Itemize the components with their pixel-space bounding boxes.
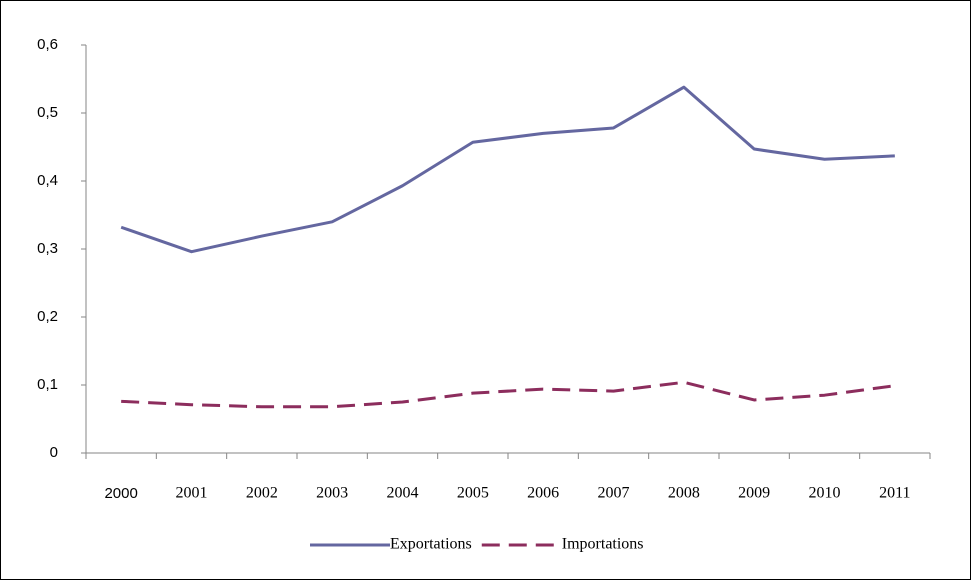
x-tick-label: 2011	[879, 485, 910, 502]
y-tick-label: 0	[50, 444, 58, 461]
x-tick-label: 2010	[809, 485, 841, 502]
x-tick-label: 2002	[246, 485, 278, 502]
y-tick-label: 0,1	[37, 376, 58, 393]
y-tick-label: 0,3	[37, 240, 58, 257]
x-tick-label: 2003	[316, 485, 348, 502]
y-tick-label: 0,5	[37, 104, 58, 121]
data-line	[121, 380, 896, 409]
legend-label: Exportations	[390, 536, 472, 553]
x-tick-label: 2000	[104, 485, 137, 502]
x-tick-label: 2007	[598, 485, 630, 502]
x-tick-label: 2009	[738, 485, 770, 502]
y-tick-label: 0,4	[37, 172, 58, 189]
x-tick-label: 2001	[176, 485, 208, 502]
legend-label: Importations	[562, 536, 644, 553]
x-tick-label: 2004	[387, 485, 419, 502]
x-tick-label: 2005	[457, 485, 489, 502]
x-tick-label: 2008	[668, 485, 700, 502]
data-line	[120, 85, 895, 254]
x-tick-label: 2006	[527, 485, 559, 502]
y-tick-label: 0,2	[37, 308, 58, 325]
y-tick-label: 0,6	[37, 36, 58, 53]
